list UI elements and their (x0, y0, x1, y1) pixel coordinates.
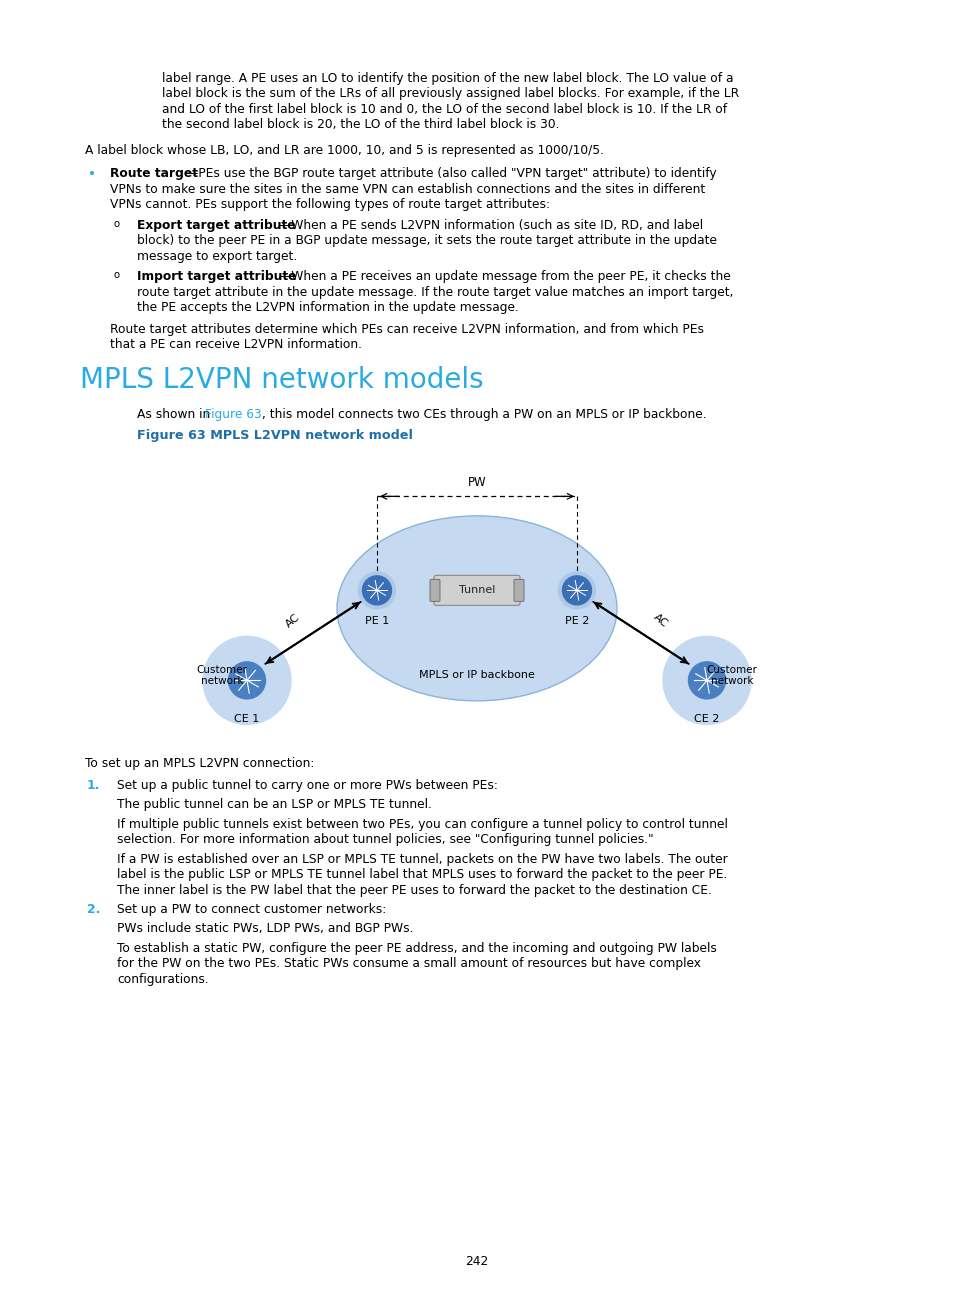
Text: Import target attribute: Import target attribute (137, 271, 296, 284)
Text: CE 1: CE 1 (234, 714, 259, 724)
Text: Export target attribute: Export target attribute (137, 219, 295, 232)
Text: Set up a public tunnel to carry one or more PWs between PEs:: Set up a public tunnel to carry one or m… (117, 779, 497, 792)
Text: block) to the peer PE in a BGP update message, it sets the route target attribut: block) to the peer PE in a BGP update me… (137, 235, 717, 248)
Circle shape (229, 662, 265, 699)
Text: o: o (113, 219, 120, 229)
Text: , this model connects two CEs through a PW on an MPLS or IP backbone.: , this model connects two CEs through a … (262, 408, 706, 421)
Text: Figure 63 MPLS L2VPN network model: Figure 63 MPLS L2VPN network model (137, 429, 413, 442)
Text: VPNs to make sure the sites in the same VPN can establish connections and the si: VPNs to make sure the sites in the same … (110, 183, 704, 196)
Text: the PE accepts the L2VPN information in the update message.: the PE accepts the L2VPN information in … (137, 302, 518, 315)
Text: PE 2: PE 2 (564, 617, 589, 626)
Text: The inner label is the PW label that the peer PE uses to forward the packet to t: The inner label is the PW label that the… (117, 884, 711, 897)
Text: MPLS L2VPN network models: MPLS L2VPN network models (80, 367, 483, 394)
Text: 1.: 1. (87, 779, 100, 792)
Text: Tunnel: Tunnel (458, 586, 495, 595)
Text: o: o (113, 271, 120, 280)
Text: selection. For more information about tunnel policies, see "Configuring tunnel p: selection. For more information about tu… (117, 833, 653, 846)
Text: Customer
network: Customer network (706, 665, 757, 686)
Circle shape (358, 572, 395, 609)
Text: AC: AC (651, 612, 669, 630)
Text: message to export target.: message to export target. (137, 250, 297, 263)
Text: Figure 63: Figure 63 (205, 408, 261, 421)
Text: If a PW is established over an LSP or MPLS TE tunnel, packets on the PW have two: If a PW is established over an LSP or MP… (117, 853, 727, 866)
Text: —When a PE sends L2VPN information (such as site ID, RD, and label: —When a PE sends L2VPN information (such… (278, 219, 702, 232)
Text: Route target: Route target (110, 167, 198, 180)
Circle shape (362, 575, 391, 605)
Text: The public tunnel can be an LSP or MPLS TE tunnel.: The public tunnel can be an LSP or MPLS … (117, 798, 432, 811)
Ellipse shape (336, 516, 617, 701)
FancyBboxPatch shape (430, 579, 439, 601)
Text: To establish a static PW, configure the peer PE address, and the incoming and ou: To establish a static PW, configure the … (117, 942, 716, 955)
Text: —When a PE receives an update message from the peer PE, it checks the: —When a PE receives an update message fr… (278, 271, 730, 284)
Circle shape (558, 572, 595, 609)
Text: and LO of the first label block is 10 and 0, the LO of the second label block is: and LO of the first label block is 10 an… (162, 102, 726, 117)
Text: CE 2: CE 2 (694, 714, 719, 724)
Text: If multiple public tunnels exist between two PEs, you can configure a tunnel pol: If multiple public tunnels exist between… (117, 818, 727, 831)
Text: route target attribute in the update message. If the route target value matches : route target attribute in the update mes… (137, 286, 733, 299)
Text: label block is the sum of the LRs of all previously assigned label blocks. For e: label block is the sum of the LRs of all… (162, 88, 739, 101)
Text: •: • (88, 167, 96, 181)
Circle shape (203, 636, 291, 724)
Circle shape (562, 575, 591, 605)
Text: PE 1: PE 1 (364, 617, 389, 626)
Text: Route target attributes determine which PEs can receive L2VPN information, and f: Route target attributes determine which … (110, 323, 703, 336)
Text: that a PE can receive L2VPN information.: that a PE can receive L2VPN information. (110, 338, 361, 351)
Text: VPNs cannot. PEs support the following types of route target attributes:: VPNs cannot. PEs support the following t… (110, 198, 550, 211)
Text: —PEs use the BGP route target attribute (also called "VPN target" attribute) to : —PEs use the BGP route target attribute … (186, 167, 716, 180)
Text: As shown in: As shown in (137, 408, 213, 421)
Text: Customer
network: Customer network (196, 665, 247, 686)
Text: To set up an MPLS L2VPN connection:: To set up an MPLS L2VPN connection: (85, 757, 314, 770)
Text: PW: PW (467, 477, 486, 490)
Text: Set up a PW to connect customer networks:: Set up a PW to connect customer networks… (117, 903, 386, 916)
Text: label is the public LSP or MPLS TE tunnel label that MPLS uses to forward the pa: label is the public LSP or MPLS TE tunne… (117, 868, 726, 881)
FancyBboxPatch shape (514, 579, 523, 601)
Text: A label block whose LB, LO, and LR are 1000, 10, and 5 is represented as 1000/10: A label block whose LB, LO, and LR are 1… (85, 144, 603, 157)
Circle shape (662, 636, 750, 724)
Text: the second label block is 20, the LO of the third label block is 30.: the second label block is 20, the LO of … (162, 118, 558, 131)
Text: AC: AC (284, 612, 302, 630)
Text: label range. A PE uses an LO to identify the position of the new label block. Th: label range. A PE uses an LO to identify… (162, 73, 733, 86)
Text: for the PW on the two PEs. Static PWs consume a small amount of resources but ha: for the PW on the two PEs. Static PWs co… (117, 958, 700, 971)
Text: MPLS or IP backbone: MPLS or IP backbone (418, 670, 535, 680)
FancyBboxPatch shape (434, 575, 519, 605)
Text: PWs include static PWs, LDP PWs, and BGP PWs.: PWs include static PWs, LDP PWs, and BGP… (117, 923, 413, 936)
Text: 2.: 2. (87, 903, 100, 916)
Circle shape (688, 662, 724, 699)
Text: configurations.: configurations. (117, 973, 209, 986)
Text: 242: 242 (465, 1255, 488, 1267)
